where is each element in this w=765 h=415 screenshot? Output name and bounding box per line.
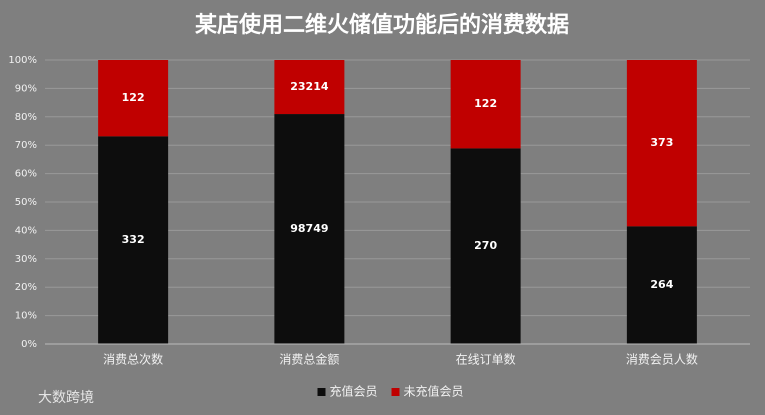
bar-segment (626, 226, 697, 344)
y-tick-label: 100% (8, 55, 37, 66)
chart-title: 某店使用二维火储值功能后的消费数据 (195, 12, 569, 38)
y-tick-label: 10% (15, 311, 37, 322)
x-tick-label: 在线订单数 (456, 352, 516, 367)
legend-swatch (317, 388, 326, 396)
legend-label: 未充值会员 (404, 384, 464, 399)
data-label: 264 (650, 278, 673, 291)
data-label: 122 (122, 91, 145, 104)
x-tick-label: 消费总次数 (103, 352, 163, 367)
x-tick-label: 消费会员人数 (626, 352, 698, 367)
bar-segment (274, 114, 345, 344)
y-tick-label: 0% (21, 339, 37, 350)
data-label: 332 (122, 233, 145, 246)
data-label: 373 (650, 136, 673, 149)
bar-segment (450, 60, 521, 149)
bar-segment (98, 60, 169, 137)
legend-swatch (391, 388, 400, 396)
data-label: 270 (474, 239, 497, 252)
bar-segment (98, 136, 169, 344)
y-tick-label: 80% (15, 112, 37, 123)
watermark: 大数跨境 (38, 390, 94, 406)
y-tick-label: 40% (15, 225, 37, 236)
bar-segment (626, 60, 697, 227)
data-label: 23214 (290, 80, 329, 93)
bar-segment (274, 60, 345, 115)
data-label: 122 (474, 97, 497, 110)
data-label: 98749 (290, 222, 328, 235)
y-tick-label: 30% (15, 254, 37, 265)
y-tick-label: 60% (15, 169, 37, 180)
legend-label: 充值会员 (330, 384, 378, 399)
bar-segment (450, 148, 521, 344)
y-tick-label: 90% (15, 83, 37, 94)
y-tick-label: 20% (15, 282, 37, 293)
y-tick-label: 50% (15, 197, 37, 208)
y-tick-label: 70% (15, 140, 37, 151)
x-tick-label: 消费总金额 (279, 352, 339, 367)
